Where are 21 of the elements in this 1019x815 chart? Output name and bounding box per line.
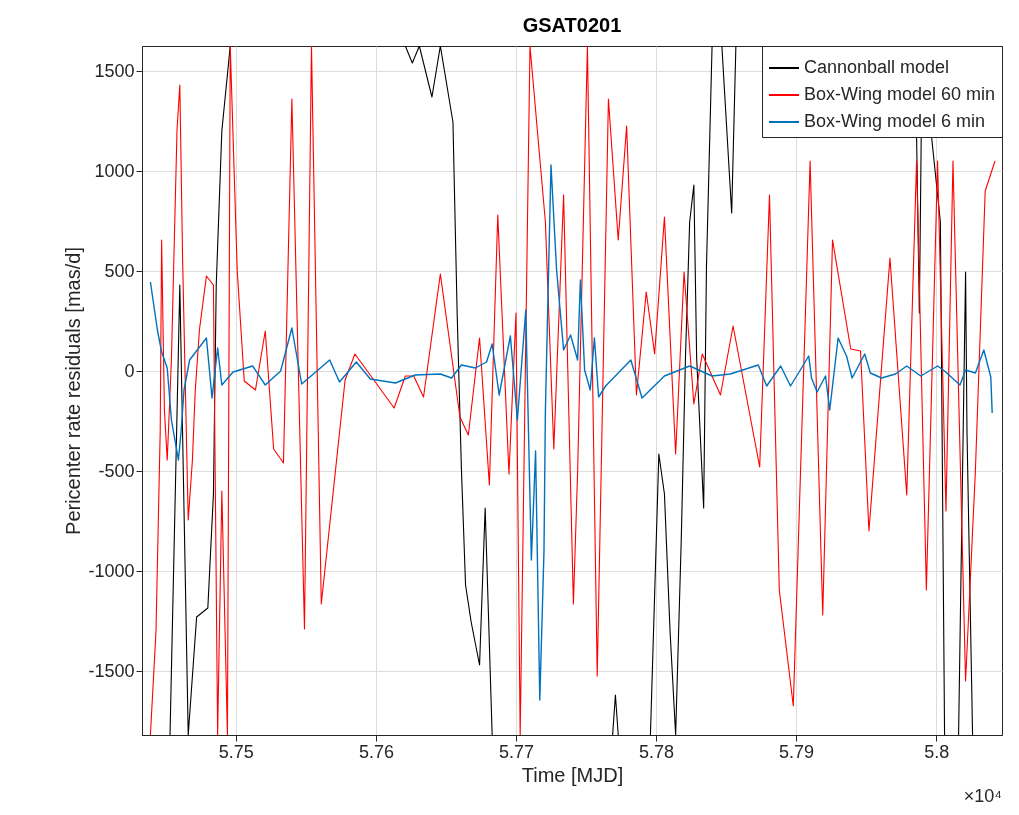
x-tick-label: 5.77 [498, 741, 534, 762]
line-series [149, 164, 993, 701]
legend-label: Box-Wing model 6 min [804, 111, 986, 131]
y-tick-label: 1000 [94, 160, 135, 181]
y-tick-label: -500 [98, 460, 135, 481]
y-tick-label: 500 [104, 260, 135, 281]
x-tick-label: 5.79 [779, 741, 815, 762]
y-tick-label: 1500 [94, 60, 135, 81]
y-axis-title: Pericenter rate residuals [mas/d] [62, 247, 85, 535]
legend-label: Box-Wing model 60 min [804, 84, 996, 104]
x-tick-label: 5.75 [218, 741, 254, 762]
x-tick-label: 5.76 [358, 741, 394, 762]
legend-label: Cannonball model [804, 57, 950, 77]
y-tick-label: -1000 [88, 560, 135, 581]
text: ×10⁴ [963, 786, 1002, 806]
y-tick-label: -1500 [88, 660, 135, 681]
chart-title: GSAT0201 [522, 13, 622, 36]
x-tick-label: 5.78 [639, 741, 675, 762]
x-tick-label: 5.8 [924, 741, 950, 762]
y-tick-label: 0 [124, 360, 135, 381]
x-axis-title: Time [MJD] [521, 763, 624, 786]
